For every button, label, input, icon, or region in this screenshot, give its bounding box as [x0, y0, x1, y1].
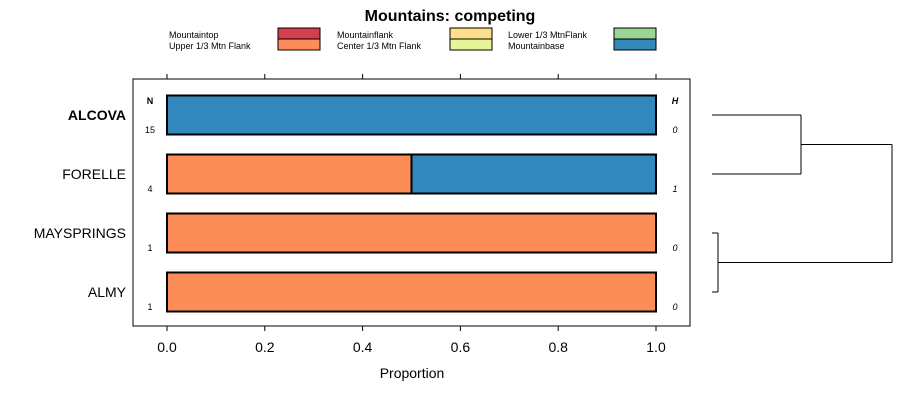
- h-value: 0: [672, 125, 677, 135]
- h-value: 1: [672, 184, 677, 194]
- bars-group: [166, 94, 657, 313]
- h-value: 0: [672, 302, 677, 312]
- category-label: ALCOVA: [68, 107, 126, 123]
- legend-label: Mountaintop: [169, 30, 219, 40]
- x-tick-label: 0.2: [255, 339, 275, 355]
- x-axis-label: Proportion: [380, 365, 445, 381]
- h-column-header: H: [672, 96, 679, 106]
- n-value: 15: [145, 125, 155, 135]
- y-labels-group: ALCOVA 15 0 FORELLE 4 1 MAYSPRINGS 1 0 ALMY 1 0: [34, 107, 678, 312]
- bar-segment: [166, 271, 657, 313]
- x-tick-label: 0.4: [353, 339, 373, 355]
- h-value: 0: [672, 243, 677, 253]
- chart-title: Mountains: competing: [365, 8, 536, 25]
- legend-swatch: [277, 38, 321, 51]
- category-label: ALMY: [88, 284, 127, 300]
- x-tick-label: 1.0: [646, 339, 666, 355]
- x-tick-label: 0.6: [451, 339, 471, 355]
- legend-label: Lower 1/3 MtnFlank: [508, 30, 588, 40]
- legend-label: Mountainflank: [337, 30, 394, 40]
- n-value: 1: [147, 243, 152, 253]
- legend-label: Center 1/3 Mtn Flank: [337, 41, 422, 51]
- legend-label: Upper 1/3 Mtn Flank: [169, 41, 251, 51]
- legend-swatch: [449, 27, 493, 40]
- category-label: MAYSPRINGS: [34, 225, 126, 241]
- bar-segment: [410, 153, 657, 195]
- bar-segment: [166, 94, 657, 136]
- bar-segment: [166, 212, 657, 254]
- n-value: 1: [147, 302, 152, 312]
- dendrogram: [712, 114, 893, 293]
- legend-label: Mountainbase: [508, 41, 565, 51]
- x-axis: 0.0 0.2 0.4 0.6 0.8 1.0: [157, 74, 666, 355]
- n-value: 4: [147, 184, 152, 194]
- x-tick-label: 0.0: [157, 339, 177, 355]
- legend-swatch: [449, 38, 493, 51]
- bar-segment: [166, 153, 413, 195]
- legend-swatch: [613, 38, 657, 51]
- n-column-header: N: [147, 96, 154, 106]
- category-label: FORELLE: [62, 166, 126, 182]
- legend-swatch: [277, 27, 321, 40]
- plot-frame: [132, 78, 691, 327]
- legend-swatch: [613, 27, 657, 40]
- x-tick-label: 0.8: [548, 339, 568, 355]
